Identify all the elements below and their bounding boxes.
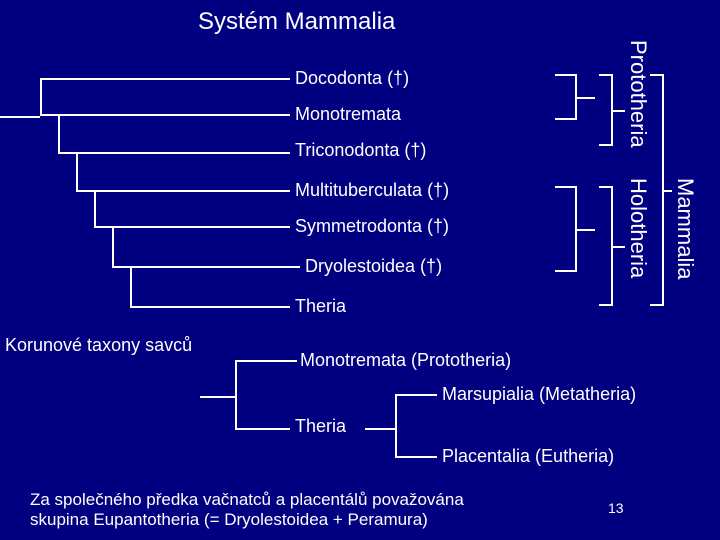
tree-line — [76, 190, 290, 192]
tree-line — [40, 114, 290, 116]
tree-line — [112, 266, 300, 268]
tree-line — [40, 78, 42, 116]
bracket — [555, 74, 577, 120]
bracket-tick — [613, 110, 625, 112]
tree-line — [0, 116, 40, 118]
taxon-monotremata: Monotremata — [295, 104, 401, 125]
tree-line — [235, 428, 290, 430]
taxon-theria-lower: Theria — [295, 416, 346, 437]
tree-line — [395, 394, 437, 396]
tree-line — [40, 78, 290, 80]
taxon-placentalia: Placentalia (Eutheria) — [442, 446, 614, 467]
bracket — [555, 186, 577, 272]
tree-line — [76, 152, 78, 192]
tree-line — [395, 456, 437, 458]
bracket-tick — [613, 246, 625, 248]
taxon-dryolestoidea: Dryolestoidea (†) — [305, 256, 442, 277]
taxon-monotremata-proto: Monotremata (Prototheria) — [300, 350, 511, 371]
tree-line — [395, 394, 397, 458]
footnote-line2: skupina Eupantotheria (= Dryolestoidea +… — [30, 510, 428, 529]
tree-line — [130, 266, 132, 308]
label-holotheria: Holotheria — [625, 178, 651, 278]
footnote-line1: Za společného předka vačnatců a placentá… — [30, 490, 464, 509]
label-prototheria: Prototheria — [625, 40, 651, 148]
footnote: Za společného předka vačnatců a placentá… — [30, 490, 464, 531]
tree-line — [365, 428, 395, 430]
tree-line — [235, 360, 297, 362]
taxon-triconodonta: Triconodonta (†) — [295, 140, 426, 161]
slide-title: Systém Mammalia — [198, 8, 395, 36]
crown-taxa-subtitle: Korunové taxony savců — [5, 335, 192, 356]
slide-number: 13 — [608, 500, 624, 516]
tree-line — [200, 396, 235, 398]
taxon-multituberculata: Multituberculata (†) — [295, 180, 449, 201]
taxon-theria-upper: Theria — [295, 296, 346, 317]
bracket — [650, 74, 664, 306]
tree-line — [235, 360, 237, 430]
bracket-tick — [577, 97, 595, 99]
tree-line — [112, 226, 114, 268]
tree-line — [94, 190, 96, 228]
tree-line — [58, 152, 290, 154]
taxon-symmetrodonta: Symmetrodonta (†) — [295, 216, 449, 237]
bracket — [599, 186, 613, 306]
bracket-tick — [664, 190, 672, 192]
taxon-marsupialia: Marsupialia (Metatheria) — [442, 384, 636, 405]
tree-line — [94, 226, 290, 228]
tree-line — [58, 114, 60, 154]
bracket-tick — [577, 229, 595, 231]
bracket — [599, 74, 613, 146]
label-mammalia: Mammalia — [672, 178, 698, 279]
taxon-docodonta: Docodonta (†) — [295, 68, 409, 89]
tree-line — [130, 306, 290, 308]
